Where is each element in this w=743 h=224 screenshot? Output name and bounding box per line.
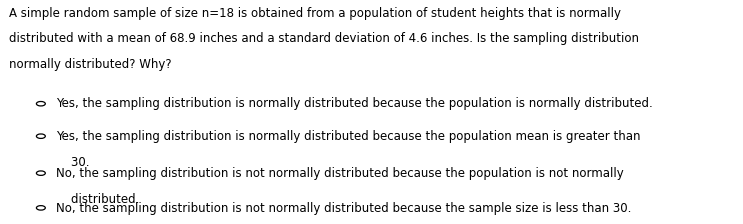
Text: normally distributed? Why?: normally distributed? Why? <box>9 58 172 71</box>
Text: No, the sampling distribution is not normally distributed because the sample siz: No, the sampling distribution is not nor… <box>56 202 631 215</box>
Text: No, the sampling distribution is not normally distributed because the population: No, the sampling distribution is not nor… <box>56 167 623 180</box>
Text: distributed.: distributed. <box>56 193 139 206</box>
Text: Yes, the sampling distribution is normally distributed because the population is: Yes, the sampling distribution is normal… <box>56 97 652 110</box>
Text: Yes, the sampling distribution is normally distributed because the population me: Yes, the sampling distribution is normal… <box>56 130 640 143</box>
Text: 30.: 30. <box>56 156 89 169</box>
Text: A simple random sample of size n=18 is obtained from a population of student hei: A simple random sample of size n=18 is o… <box>9 7 621 20</box>
Text: distributed with a mean of 68.9 inches and a standard deviation of 4.6 inches. I: distributed with a mean of 68.9 inches a… <box>9 32 639 45</box>
